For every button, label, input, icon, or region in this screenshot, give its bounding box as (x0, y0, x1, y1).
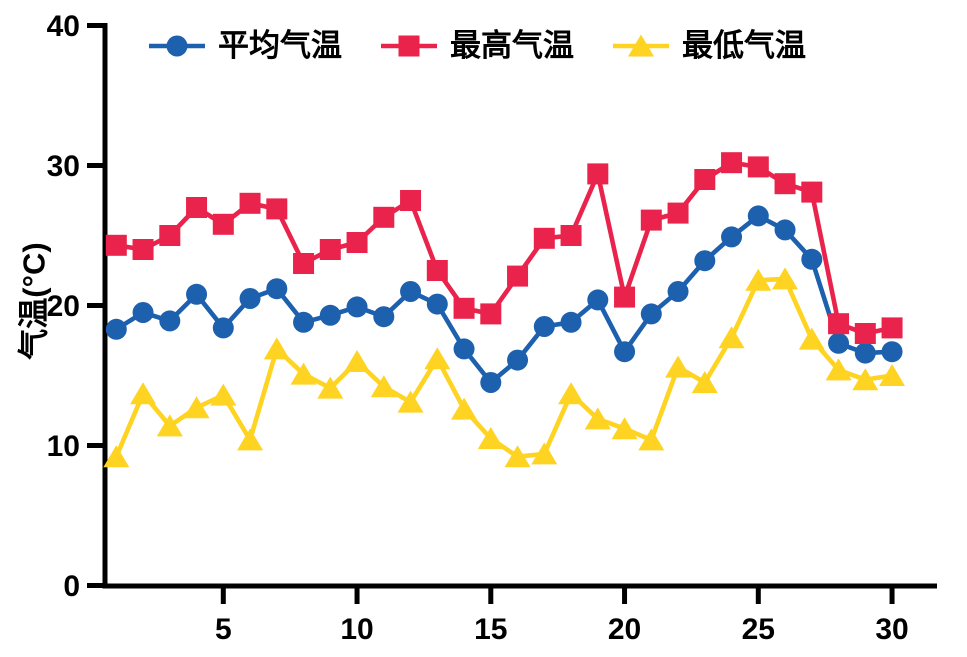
svg-text:30: 30 (47, 150, 80, 183)
svg-text:10: 10 (340, 613, 373, 646)
svg-text:30: 30 (875, 613, 908, 646)
average-series-marker-icon (149, 35, 205, 57)
legend-label-min: 最低气温 (682, 28, 806, 63)
svg-text:20: 20 (47, 290, 80, 323)
legend-item-average: 平均气温 (148, 27, 342, 65)
svg-text:0: 0 (63, 570, 80, 603)
legend: 平均气温 最高气温 最低气温 (148, 27, 806, 65)
svg-text:20: 20 (608, 613, 641, 646)
svg-text:10: 10 (47, 430, 80, 463)
y-axis-title: 气温(°C) (16, 242, 52, 360)
legend-item-max: 最高气温 (380, 27, 574, 65)
svg-text:15: 15 (474, 613, 507, 646)
legend-item-min: 最低气温 (612, 27, 806, 65)
svg-text:40: 40 (47, 10, 80, 43)
legend-label-average: 平均气温 (218, 28, 342, 63)
svg-text:25: 25 (742, 613, 775, 646)
svg-text:5: 5 (215, 613, 232, 646)
legend-label-max: 最高气温 (450, 28, 574, 63)
max-series-marker-icon (381, 35, 437, 57)
min-series-marker-icon (613, 34, 669, 57)
